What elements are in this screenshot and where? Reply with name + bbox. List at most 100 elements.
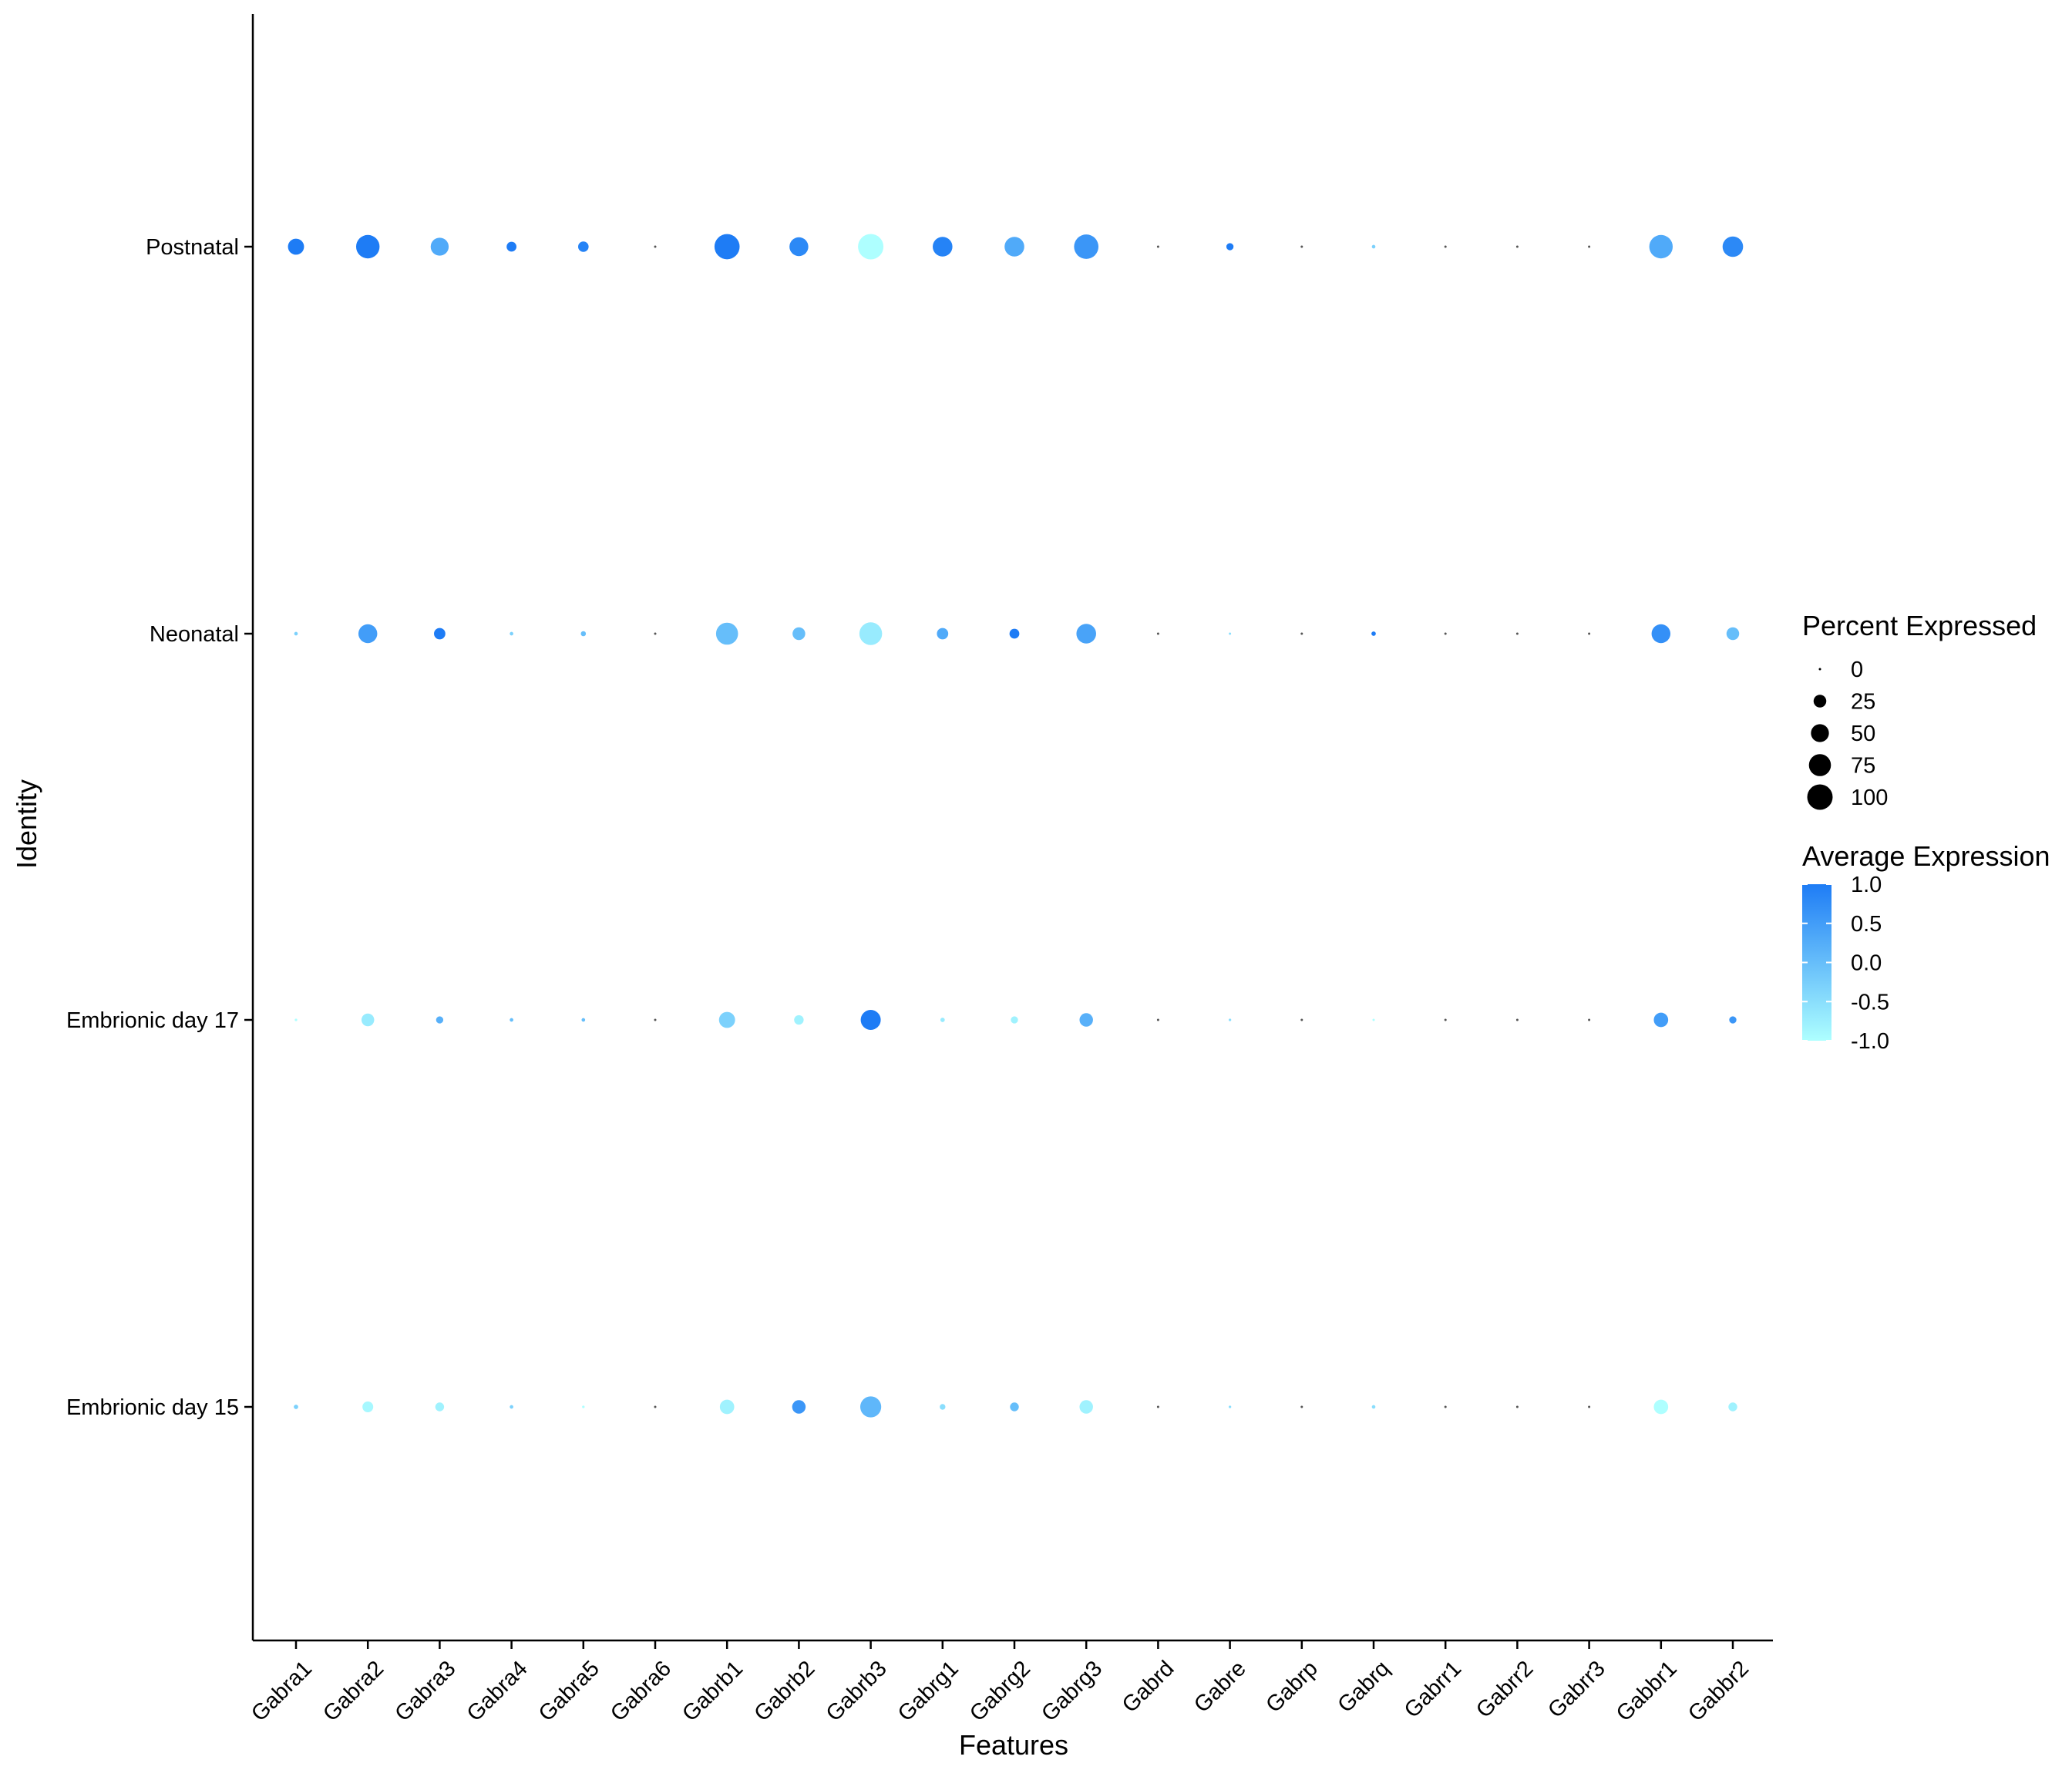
y-axis-title: Identity xyxy=(11,779,42,869)
dot xyxy=(1009,628,1020,639)
size-legend-dot xyxy=(1808,754,1832,776)
dot xyxy=(715,622,738,645)
x-tick-label: Gabra4 xyxy=(462,1656,533,1726)
dot xyxy=(1515,1018,1519,1021)
x-tick-label: Gabrp xyxy=(1261,1656,1323,1718)
dot xyxy=(1371,244,1376,249)
dot xyxy=(1074,234,1099,259)
dot xyxy=(1444,1405,1447,1408)
dot xyxy=(361,1013,375,1027)
dot xyxy=(577,241,589,252)
dot xyxy=(933,237,953,257)
dot xyxy=(435,1402,445,1412)
dot xyxy=(859,622,883,645)
x-tick-label: Gabra5 xyxy=(534,1656,604,1726)
dot xyxy=(1653,1012,1669,1028)
dot xyxy=(1515,1405,1519,1408)
x-tick-label: Gabrr1 xyxy=(1400,1656,1466,1722)
dot xyxy=(1444,245,1447,248)
dot xyxy=(1011,1016,1018,1024)
dots-layer xyxy=(288,234,1744,1418)
x-tick-label: Gabrg3 xyxy=(1037,1656,1107,1726)
dot xyxy=(1079,1013,1093,1027)
size-legend-dot xyxy=(1813,695,1827,708)
dot xyxy=(1300,1405,1303,1408)
dot xyxy=(1588,1018,1591,1021)
dot xyxy=(1444,1018,1447,1021)
x-tick-label: Gabra2 xyxy=(318,1656,388,1726)
dot xyxy=(510,1405,513,1409)
colorbar-label: 0.0 xyxy=(1851,951,1882,976)
dot xyxy=(362,1401,374,1413)
x-tick-label: Gabra6 xyxy=(606,1656,676,1726)
y-tick-label: Postnatal xyxy=(146,235,239,260)
y-tick-labels: Postnatal Neonatal Embrionic day 17 Embrion… xyxy=(66,235,239,1420)
dot xyxy=(654,1405,657,1408)
dot xyxy=(792,627,806,641)
size-legend-label: 25 xyxy=(1851,690,1875,715)
dot xyxy=(719,1399,735,1415)
dot xyxy=(1649,234,1673,259)
dot xyxy=(940,1018,945,1022)
dot xyxy=(654,632,657,635)
dot xyxy=(355,234,380,259)
dot xyxy=(288,238,304,255)
dot xyxy=(1228,1405,1232,1408)
colorbar-label: 0.5 xyxy=(1851,912,1882,937)
dot xyxy=(1651,624,1671,644)
dot xyxy=(858,234,884,260)
dot xyxy=(580,631,587,637)
dot xyxy=(1156,632,1159,635)
dot xyxy=(1722,236,1744,257)
dot xyxy=(1300,245,1303,248)
dot xyxy=(937,628,949,640)
dot xyxy=(581,1018,586,1022)
size-legend-label: 50 xyxy=(1851,722,1875,746)
colorbar-label: 1.0 xyxy=(1851,873,1882,897)
x-tick-label: Gabrb1 xyxy=(678,1656,748,1726)
size-legend-dot xyxy=(1811,724,1829,742)
dot xyxy=(510,631,513,636)
dot xyxy=(654,1018,657,1021)
dot xyxy=(1371,631,1376,636)
dot xyxy=(792,1400,806,1414)
dot xyxy=(1653,1399,1669,1415)
dot xyxy=(860,1010,881,1030)
dot xyxy=(1004,237,1024,257)
dot xyxy=(789,237,809,257)
colorbar-label: -0.5 xyxy=(1851,990,1889,1014)
x-tick-label: Gabrb2 xyxy=(749,1656,819,1726)
dot xyxy=(294,1405,298,1409)
color-legend-title: Average Expression xyxy=(1802,840,2050,872)
size-legend-dot xyxy=(1818,668,1821,671)
size-legend-dot xyxy=(1807,784,1833,810)
x-axis-title: Features xyxy=(959,1729,1068,1761)
dot xyxy=(1444,632,1447,635)
dot xyxy=(1300,632,1303,635)
dot xyxy=(1228,1018,1232,1021)
dot xyxy=(940,1404,946,1410)
dot xyxy=(582,1405,585,1408)
dot xyxy=(794,1014,804,1025)
x-tick-label: Gabra3 xyxy=(390,1656,460,1726)
dot xyxy=(1156,1018,1159,1021)
dot xyxy=(510,1018,513,1022)
dot xyxy=(654,245,657,248)
dot xyxy=(1588,245,1591,248)
dot xyxy=(1729,1016,1737,1024)
x-tick-label: Gabrq xyxy=(1333,1656,1394,1718)
y-tick-label: Neonatal xyxy=(150,622,239,647)
x-tick-label: Gabrd xyxy=(1118,1656,1179,1718)
y-axis xyxy=(244,14,254,1640)
size-legend-title: Percent Expressed xyxy=(1802,610,2037,641)
size-legend-label: 100 xyxy=(1851,786,1888,810)
x-tick-label: Gabbr1 xyxy=(1612,1656,1682,1726)
dot xyxy=(1588,1405,1591,1408)
x-tick-label: Gabra1 xyxy=(247,1656,317,1726)
dot xyxy=(1515,245,1519,248)
dot xyxy=(1515,632,1519,635)
x-tick-label: Gabrr3 xyxy=(1543,1656,1610,1722)
size-legend: Percent Expressed 0 25 50 75 100 xyxy=(1802,610,2037,810)
